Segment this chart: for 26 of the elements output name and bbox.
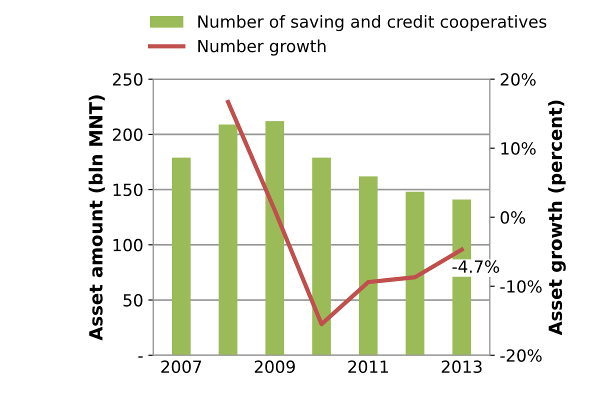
bar <box>218 124 238 356</box>
bar <box>172 158 191 356</box>
y-tick-label: 250 <box>112 73 142 86</box>
y-tick-label: 100 <box>114 238 142 252</box>
y2-tick-label: 0% <box>500 211 526 224</box>
y2-tick-label: 10% <box>501 142 536 155</box>
bar <box>312 158 331 356</box>
bar <box>358 176 378 356</box>
y-tick-label: 50 <box>124 294 142 307</box>
y-tick-label: 200 <box>112 128 142 141</box>
y2-tick-label: -20% <box>500 349 542 362</box>
bar <box>265 121 284 356</box>
y-tick-label: 150 <box>114 184 142 196</box>
x-tick-label: 2011 <box>348 360 388 374</box>
y2-tick-label: 20% <box>500 73 536 86</box>
data-label: -4.7% <box>452 260 500 273</box>
y-tick-label: - <box>138 356 143 358</box>
legend-label: Number growth <box>198 39 326 56</box>
x-tick-label: 2007 <box>161 360 202 374</box>
y2-tick-label: -10% <box>500 280 542 293</box>
x-tick-label: 2009 <box>254 360 295 374</box>
y-axis-title: Asset amount (bln MNT) <box>88 95 105 341</box>
legend-label: Number of saving and credit cooperatives <box>198 15 546 32</box>
y2-axis-title: Asset growth (percent) <box>548 100 566 336</box>
bar <box>406 192 424 356</box>
x-tick-label: 2013 <box>442 360 482 374</box>
